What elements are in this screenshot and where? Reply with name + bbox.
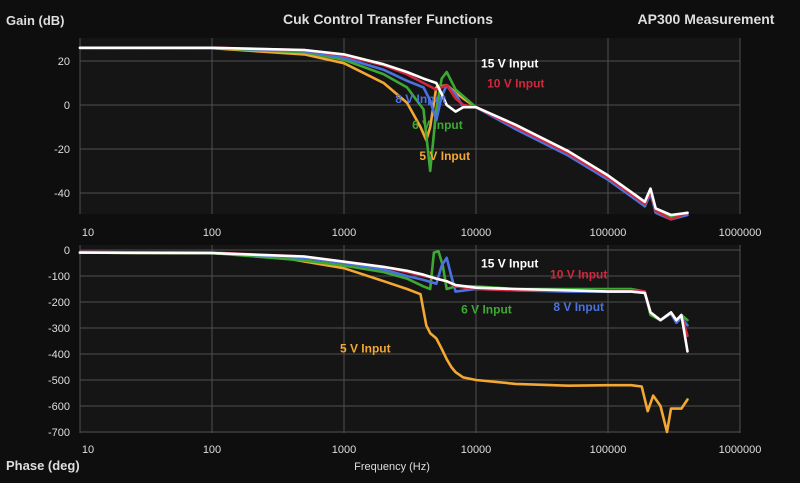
phase-y-tick-label: 0 — [64, 245, 70, 257]
gain-series-label-5-v-input: 5 V Input — [419, 149, 470, 163]
phase-x-tick-label: 10000 — [461, 444, 492, 456]
gain-series-label-15-v-input: 15 V Input — [481, 57, 538, 71]
phase-y-tick-label: -100 — [48, 271, 70, 283]
gain-x-tick-label: 1000 — [332, 227, 356, 239]
gain-tick-labels: 10 100 1000 10000 100000 1000000 20 0 -20 -40 — [54, 56, 761, 239]
phase-series-label-8-v-input: 8 V Input — [553, 300, 604, 314]
gain-grid — [79, 38, 741, 214]
phase-series-label-5-v-input: 5 V Input — [340, 342, 391, 356]
phase-y-tick-label: -400 — [48, 349, 70, 361]
phase-series-label-10-v-input: 10 V Input — [550, 268, 607, 282]
phase-x-tick-label: 100000 — [590, 444, 627, 456]
gain-x-tick-label: 100 — [203, 227, 221, 239]
gain-x-tick-label: 10000 — [461, 227, 492, 239]
gain-y-tick-label: 0 — [64, 100, 70, 112]
phase-series-label-15-v-input: 15 V Input — [481, 257, 538, 271]
phase-grid — [79, 245, 741, 433]
gain-series-label-8-v-input: 8 V Input — [395, 92, 446, 106]
phase-axis-label: Phase (deg) — [6, 458, 80, 473]
phase-y-tick-label: -600 — [48, 401, 70, 413]
phase-series-5-v-input — [78, 251, 689, 434]
phase-series-group — [78, 250, 689, 434]
phase-y-tick-label: -700 — [48, 427, 70, 439]
phase-y-tick-label: -500 — [48, 375, 70, 387]
gain-series-label-6-v-input: 6 V Input — [412, 118, 463, 132]
phase-y-tick-label: -200 — [48, 297, 70, 309]
gain-y-tick-label: -40 — [54, 188, 70, 200]
gain-axis-label: Gain (dB) — [6, 13, 65, 28]
gain-x-tick-label: 100000 — [590, 227, 627, 239]
gain-x-tick-label: 1000000 — [719, 227, 762, 239]
phase-series-labels: 5 V Input 6 V Input 8 V Input 10 V Input 15 … — [340, 257, 607, 356]
phase-series-label-6-v-input: 6 V Input — [461, 303, 512, 317]
x-axis-label: Frequency (Hz) — [354, 461, 430, 473]
phase-y-tick-label: -300 — [48, 323, 70, 335]
phase-x-tick-label: 100 — [203, 444, 221, 456]
gain-y-tick-label: 20 — [58, 56, 70, 68]
measurement-label: AP300 Measurement — [638, 11, 775, 27]
phase-tick-labels: 10 100 1000 10000 100000 1000000 0 -100 -200 -300… — [48, 245, 761, 456]
gain-y-tick-label: -20 — [54, 144, 70, 156]
phase-x-tick-label: 1000 — [332, 444, 356, 456]
gain-series-labels: 5 V Input 6 V Input 8 V Input 10 V Input 15 … — [395, 57, 544, 163]
gain-series-group — [78, 46, 689, 221]
gain-series-label-10-v-input: 10 V Input — [487, 76, 544, 90]
gain-x-tick-label: 10 — [82, 227, 94, 239]
phase-x-tick-label: 10 — [82, 444, 94, 456]
phase-series-15-v-input — [78, 251, 689, 353]
chart-title: Cuk Control Transfer Functions — [283, 11, 493, 27]
gain-plot-area — [80, 38, 740, 214]
gain-series-15-v-input — [78, 46, 689, 217]
phase-x-tick-label: 1000000 — [719, 444, 762, 456]
